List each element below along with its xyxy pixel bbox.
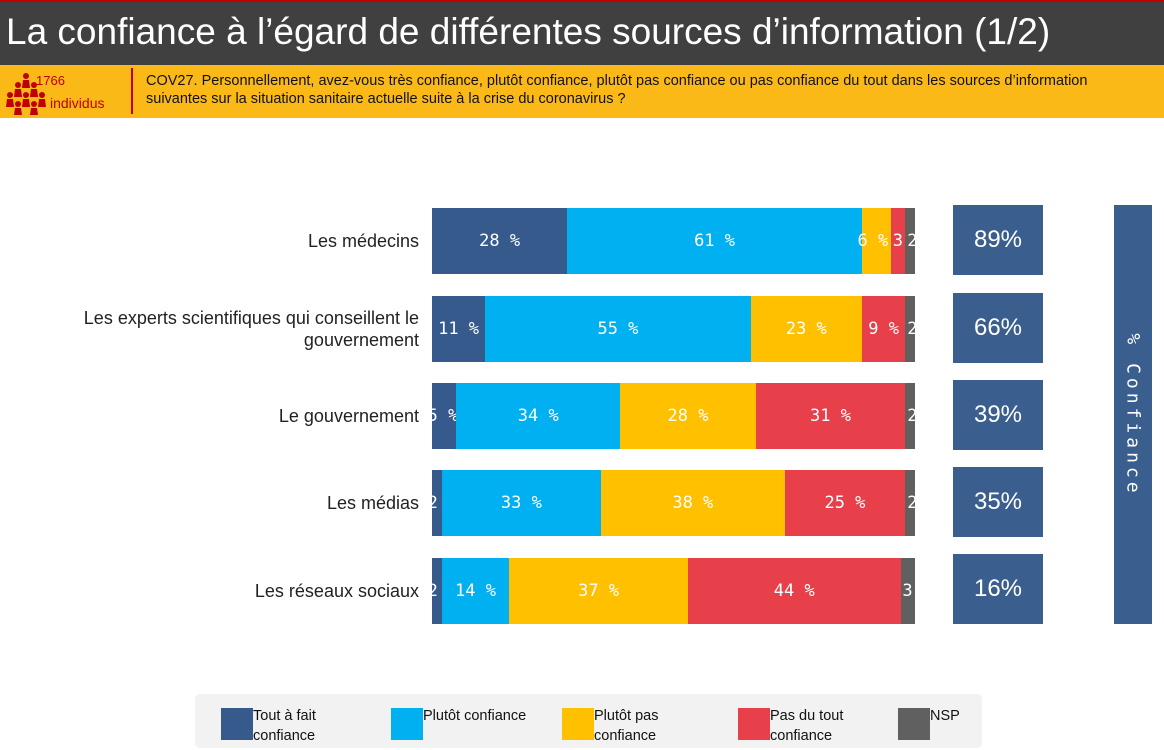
page-title: La confiance à l’égard de différentes so… [6, 11, 1051, 52]
bar-segment [432, 383, 457, 449]
data-label: 61 % [694, 231, 736, 251]
data-label: 44 % [773, 581, 815, 601]
data-label: 23 % [785, 319, 827, 339]
legend-label: Plutôt pas confiance [594, 708, 659, 744]
data-label: 38 % [672, 493, 714, 513]
confidence-total: 16% [953, 554, 1043, 624]
confidence-total: 89% [953, 205, 1043, 275]
bar-segment [861, 208, 891, 274]
data-label: 2 [907, 319, 915, 339]
legend-swatch [898, 708, 930, 740]
data-label: 9 % [868, 319, 899, 339]
bar-row-medecins: 28 % 61 % 6 % 3 2 [432, 208, 915, 274]
data-label: 3 [892, 231, 903, 251]
data-label: 34 % [517, 406, 559, 426]
bar-segment [784, 470, 906, 536]
bar-segment [567, 208, 862, 274]
category-label-experts: Les experts scientifiques qui conseillen… [83, 308, 419, 350]
bar-segment [456, 383, 621, 449]
title-bar: La confiance à l’égard de différentes so… [0, 0, 1164, 65]
people-icon [6, 73, 46, 115]
bar-segment [441, 558, 510, 624]
data-label: 33 % [500, 493, 542, 513]
legend-swatch [221, 708, 253, 740]
legend-label: NSP [930, 708, 960, 724]
data-label: 2 [907, 406, 915, 426]
bar-row-reseaux-sociaux: 2 %14 %37 %44 %3 [432, 558, 915, 624]
bar-segment [905, 470, 915, 536]
confidence-total: 39% [953, 380, 1043, 450]
question-text: COV27. Personnellement, avez-vous très c… [146, 73, 1088, 107]
sample-count: 1766 [36, 73, 65, 88]
category-label-reseaux-sociaux: Les réseaux sociaux [254, 581, 419, 601]
data-label: 28 % [479, 231, 521, 251]
data-label: 25 % [824, 493, 866, 513]
bar-segment [861, 296, 906, 362]
category-label-gouvernement: Le gouvernement [278, 406, 419, 426]
data-label: 55 % [597, 319, 639, 339]
data-label: 2 [907, 231, 915, 251]
bar-segment [890, 208, 906, 274]
data-label: 11 % [438, 319, 480, 339]
data-label: 3 [902, 581, 913, 601]
confidence-side-label: % Confiance [1114, 205, 1152, 624]
chart-legend: Tout à fait confiance Plutôt confiance Plu… [195, 694, 982, 748]
bar-segment [441, 470, 602, 536]
bar-segment [485, 296, 751, 362]
question-bar: 1766 individus COV27. Personnellement, a… [0, 65, 1164, 118]
data-label: 31 % [809, 406, 851, 426]
legend-label: Pas du tout confiance [770, 708, 844, 744]
data-label: 6 % [857, 231, 889, 251]
bar-segment [432, 470, 442, 536]
bar-segment [905, 208, 915, 274]
bar-segment [755, 383, 906, 449]
data-label: 28 % [667, 406, 709, 426]
bar-segment [900, 558, 915, 624]
bar-segment [750, 296, 862, 362]
data-label: 5 % [432, 406, 459, 426]
category-label-medecins: Les médecins [307, 231, 419, 251]
legend-label: Tout à fait confiance [253, 708, 316, 744]
bar-segment [432, 558, 442, 624]
bar-segment [601, 470, 785, 536]
bar-segment [509, 558, 688, 624]
bar-segment [432, 208, 568, 274]
bar-row-medias: 2 %33 %38 %25 %2 [432, 470, 915, 536]
category-label-medias: Les médias [326, 493, 419, 513]
confidence-total: 66% [953, 293, 1043, 363]
bar-row-gouvernement: 5 % 34 % 28 % 31 % 2 [432, 383, 915, 449]
bar-segment [687, 558, 901, 624]
bar-segment [432, 296, 486, 362]
confidence-total: 35% [953, 467, 1043, 537]
bar-segment [905, 383, 915, 449]
confidence-side-text: % Confiance [1122, 332, 1144, 497]
sample-label: individus [50, 95, 105, 111]
legend-swatch [391, 708, 423, 740]
data-label: 2 [907, 493, 915, 513]
data-label: 37 % [578, 581, 620, 601]
legend-label: Plutôt confiance [423, 708, 527, 724]
legend-swatch [562, 708, 594, 740]
data-label: 14 % [454, 581, 496, 601]
legend-swatch [738, 708, 770, 740]
bar-segment [905, 296, 915, 362]
bar-segment [620, 383, 756, 449]
divider [131, 68, 133, 114]
bar-row-experts: 11 % 55 % 23 % 9 % 2 [432, 296, 915, 362]
